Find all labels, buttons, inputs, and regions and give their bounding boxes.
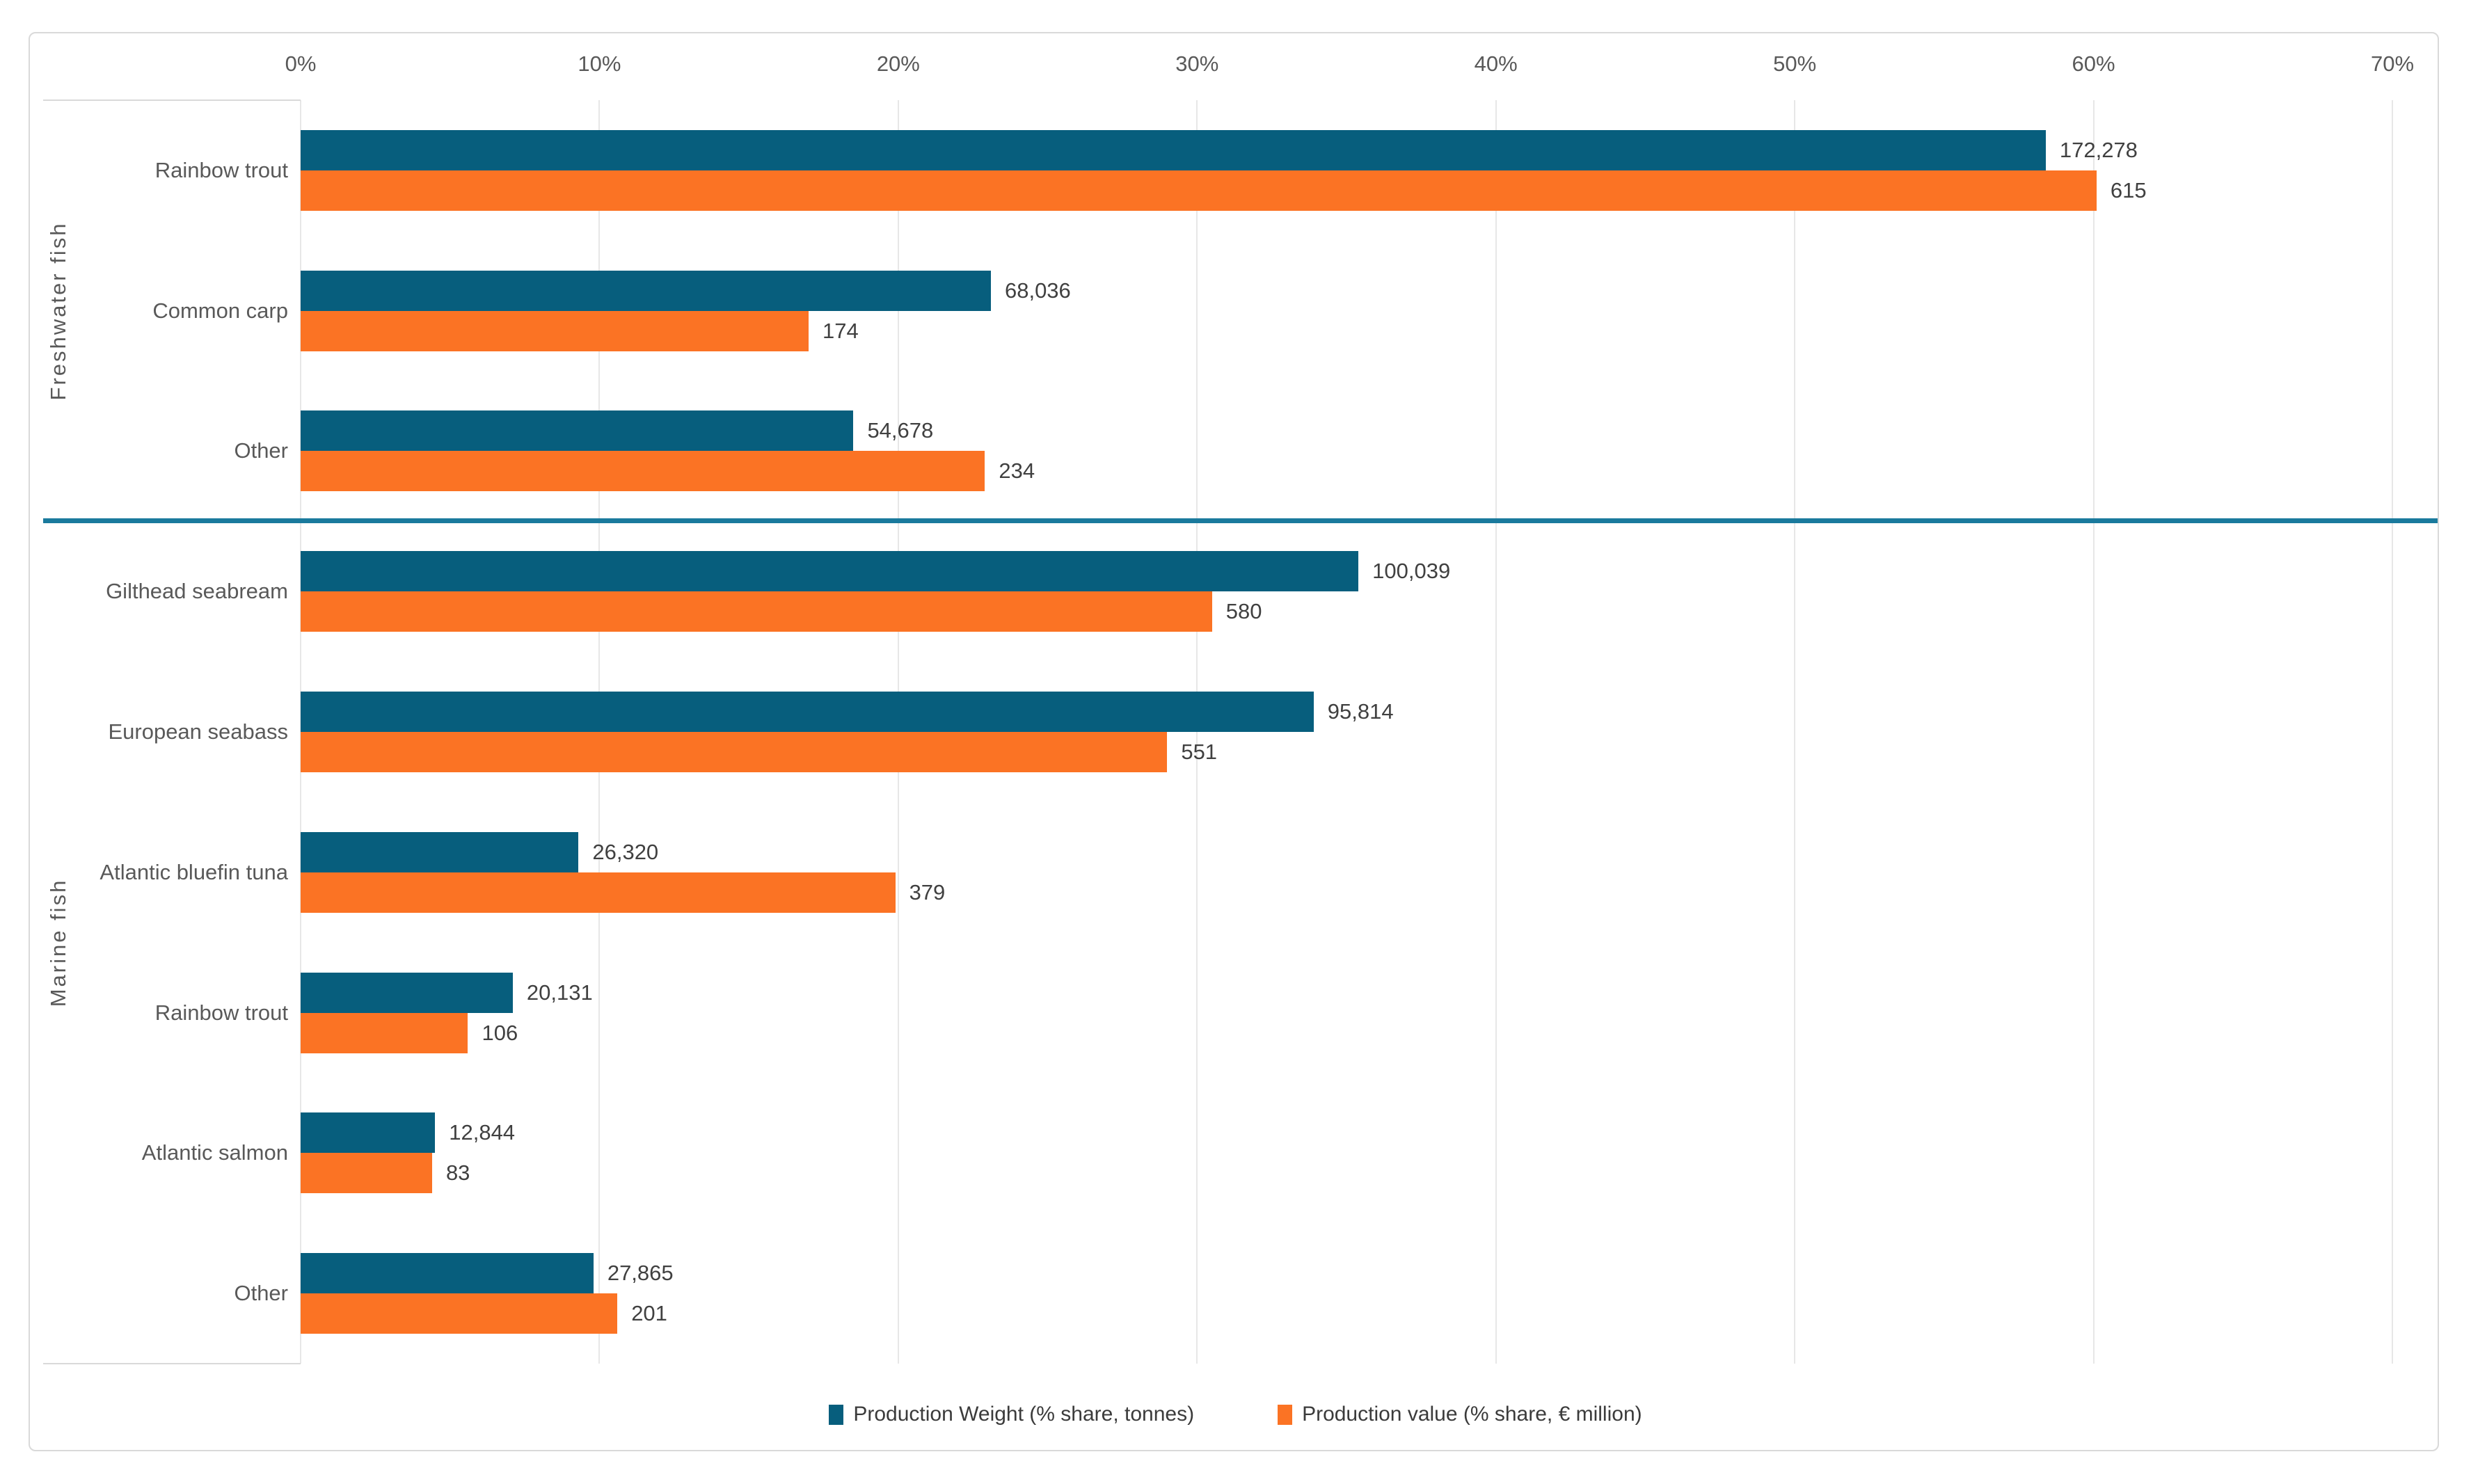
value-value-label: 580 xyxy=(1225,599,1262,624)
species-label: Other xyxy=(234,438,288,463)
gridline xyxy=(1495,100,1497,1364)
value-bar xyxy=(301,310,809,351)
value-value-label: 234 xyxy=(999,458,1035,484)
x-axis-tick: 20% xyxy=(876,51,920,76)
species-label: Atlantic bluefin tuna xyxy=(100,859,288,884)
weight-value-label: 100,039 xyxy=(1372,559,1451,584)
value-bar xyxy=(301,732,1168,772)
value-bar xyxy=(301,591,1212,632)
species-label: Atlantic salmon xyxy=(141,1140,288,1165)
x-axis-tick: 0% xyxy=(285,51,317,76)
x-axis-tick: 30% xyxy=(1175,51,1219,76)
weight-value-label: 12,844 xyxy=(449,1120,516,1145)
weight-value-label: 172,278 xyxy=(2059,137,2138,162)
species-label: Gilthead seabream xyxy=(106,579,288,604)
x-axis-tick: 50% xyxy=(1773,51,1817,76)
weight-bar xyxy=(301,1112,436,1154)
legend: Production Weight (% share, tonnes) Produ… xyxy=(0,1403,2471,1426)
value-value-label: 83 xyxy=(445,1160,470,1186)
value-bar xyxy=(301,1012,468,1053)
species-label: European seabass xyxy=(108,719,288,744)
species-label: Common carp xyxy=(152,298,288,323)
divider-line xyxy=(43,518,2438,524)
value-value-label: 201 xyxy=(631,1301,667,1326)
weight-value-label: 95,814 xyxy=(1327,699,1394,724)
weight-value-label: 26,320 xyxy=(592,839,659,864)
x-axis-tick: 10% xyxy=(578,51,621,76)
weight-value-label: 20,131 xyxy=(526,980,593,1005)
legend-swatch-icon xyxy=(829,1404,844,1425)
legend-label: Production Weight (% share, tonnes) xyxy=(853,1403,1195,1426)
species-label: Rainbow trout xyxy=(154,1000,288,1025)
weight-bar xyxy=(301,972,513,1013)
value-value-label: 174 xyxy=(823,318,859,343)
weight-value-label: 27,865 xyxy=(607,1261,674,1286)
value-value-label: 615 xyxy=(2110,177,2147,202)
weight-bar xyxy=(301,129,2046,170)
weight-bar xyxy=(301,692,1314,732)
x-axis-tick: 60% xyxy=(2072,51,2115,76)
legend-item: Production Weight (% share, tonnes) xyxy=(829,1403,1194,1426)
species-label: Rainbow trout xyxy=(154,157,288,182)
gridline xyxy=(1196,100,1198,1364)
gridline xyxy=(2392,100,2393,1364)
value-bar xyxy=(301,1153,432,1194)
legend-swatch-icon xyxy=(1278,1404,1293,1425)
value-bar xyxy=(301,451,985,492)
species-label: Other xyxy=(234,1281,288,1306)
weight-bar xyxy=(301,551,1359,592)
category-axis-top-line xyxy=(43,99,301,101)
weight-value-label: 68,036 xyxy=(1004,278,1071,303)
x-axis-tick: 40% xyxy=(1474,51,1518,76)
x-axis-tick: 70% xyxy=(2370,51,2415,76)
value-bar xyxy=(301,170,2097,211)
weight-bar xyxy=(301,831,579,872)
value-bar xyxy=(301,1293,618,1334)
category-axis-bottom-line xyxy=(43,1363,301,1364)
value-value-label: 106 xyxy=(482,1020,518,1045)
weight-bar xyxy=(301,270,991,311)
value-value-label: 551 xyxy=(1181,740,1218,764)
group-label-freshwater-fish: Freshwater fish xyxy=(46,221,70,401)
legend-item: Production value (% share, € million) xyxy=(1278,1403,1642,1426)
value-value-label: 379 xyxy=(909,879,946,904)
weight-value-label: 54,678 xyxy=(867,418,934,443)
gridline xyxy=(1794,100,1796,1364)
value-bar xyxy=(301,872,896,913)
weight-bar xyxy=(301,1253,594,1294)
gridline xyxy=(2092,100,2095,1364)
weight-bar xyxy=(301,410,854,452)
legend-label: Production value (% share, € million) xyxy=(1302,1403,1642,1426)
group-label-marine-fish: Marine fish xyxy=(46,878,70,1007)
